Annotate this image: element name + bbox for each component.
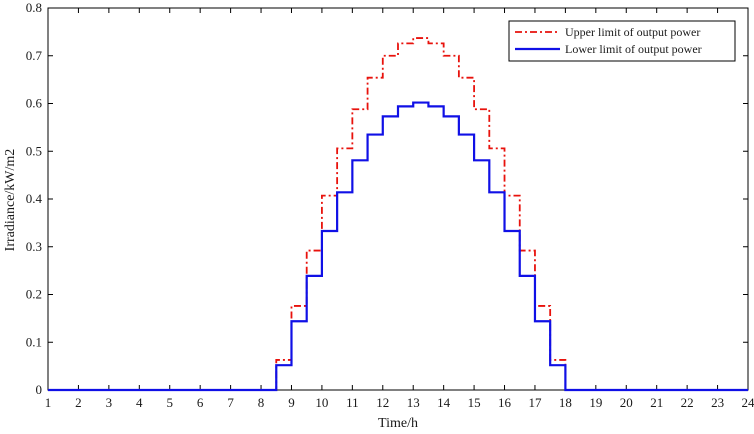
series-lower-limit-line xyxy=(48,101,748,392)
legend-box xyxy=(508,20,736,62)
x-tick-label: 21 xyxy=(650,395,663,410)
x-tick-label: 4 xyxy=(136,395,143,410)
x-tick-label: 20 xyxy=(620,395,633,410)
x-tick-label: 18 xyxy=(559,395,572,410)
y-tick-label: 0.3 xyxy=(26,239,42,254)
x-tick-label: 19 xyxy=(589,395,602,410)
x-tick-label: 10 xyxy=(315,395,328,410)
x-tick-label: 12 xyxy=(376,395,389,410)
x-axis-label: Time/h xyxy=(378,416,418,431)
x-tick-label: 5 xyxy=(166,395,173,410)
x-tick-label: 3 xyxy=(106,395,113,410)
y-tick-label: 0.8 xyxy=(26,0,42,15)
x-tick-label: 17 xyxy=(528,395,542,410)
x-tick-label: 13 xyxy=(407,395,420,410)
plot-area-frame xyxy=(47,7,749,391)
legend-label-upper: Upper limit of output power xyxy=(565,25,700,39)
x-tick-label: 9 xyxy=(288,395,295,410)
legend-label-lower: Lower limit of output power xyxy=(565,42,702,56)
y-axis-label: Irradiance/kW/m2 xyxy=(3,149,18,252)
x-tick-label: 8 xyxy=(258,395,265,410)
x-tick-label: 23 xyxy=(711,395,724,410)
x-tick-label: 24 xyxy=(742,395,754,410)
legend: Upper limit of output power Lower limit … xyxy=(508,20,736,62)
x-tick-label: 16 xyxy=(498,395,512,410)
x-tick-label: 6 xyxy=(197,395,204,410)
x-tick-label: 14 xyxy=(437,395,451,410)
y-tick-label: 0.4 xyxy=(26,191,43,206)
y-tick-label: 0.6 xyxy=(26,96,43,111)
x-tick-label: 2 xyxy=(75,395,82,410)
series-upper-limit-line xyxy=(48,37,748,391)
x-tick-label: 1 xyxy=(45,395,52,410)
x-tick-label: 22 xyxy=(681,395,694,410)
y-tick-label: 0.5 xyxy=(26,143,42,158)
y-tick-label: 0.7 xyxy=(26,48,43,63)
y-tick-label: 0.2 xyxy=(26,287,42,302)
y-tick-label: 0 xyxy=(36,382,43,397)
y-tick-label: 0.1 xyxy=(26,334,42,349)
x-tick-label: 11 xyxy=(346,395,359,410)
x-tick-label: 15 xyxy=(468,395,481,410)
x-tick-label: 7 xyxy=(227,395,234,410)
